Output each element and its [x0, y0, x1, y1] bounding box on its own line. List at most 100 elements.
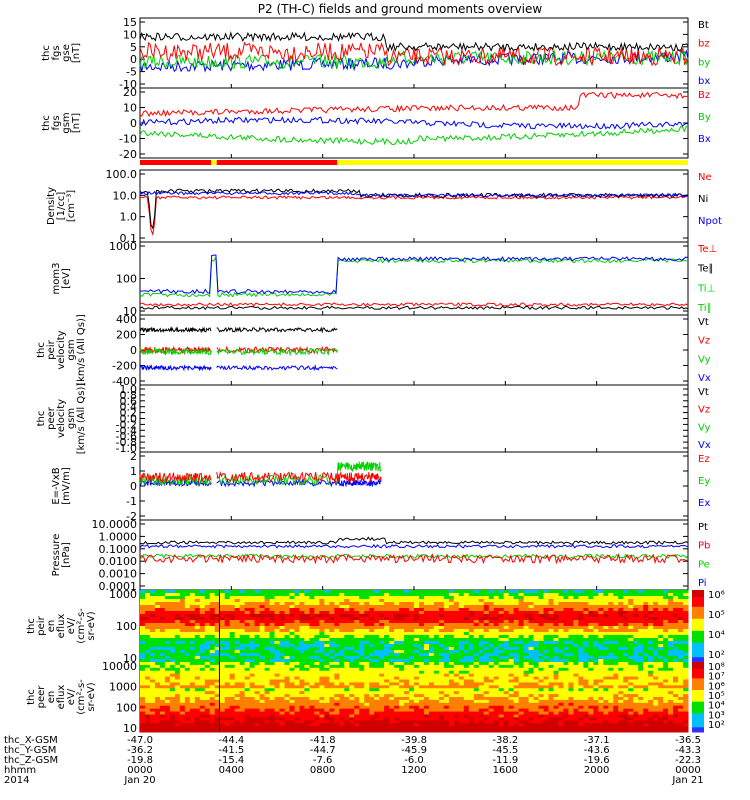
peir-spec-cell	[349, 608, 355, 612]
peer-spec-cell	[483, 679, 490, 683]
peir-spec-cell	[483, 602, 490, 606]
peer-spec-cell	[648, 676, 654, 680]
peer-spec-cell	[404, 682, 410, 686]
peir-spec-cell	[463, 599, 470, 603]
peer-spec-cell	[159, 670, 166, 675]
peir-spec-cell	[608, 602, 614, 606]
peer-spec-cell	[264, 708, 271, 713]
peir-spec-cell	[289, 593, 295, 597]
peir-spec-cell	[538, 620, 545, 624]
peer-spec-cell	[374, 694, 380, 698]
peir-spec-cell	[389, 656, 395, 660]
peir-spec-cell	[648, 602, 654, 606]
peer-spec-cell	[329, 676, 335, 680]
peir-spec-cell	[344, 653, 350, 657]
peer-spec-cell	[643, 679, 649, 683]
peer-spec-cell	[573, 670, 579, 675]
peer-spec-cell	[548, 699, 554, 704]
peir-spec-cell	[224, 659, 231, 663]
peir-spec-cell	[319, 605, 325, 609]
peer-spec-cell	[598, 705, 604, 710]
peer-spec-cell	[284, 673, 290, 678]
peer-spec-cell	[453, 711, 460, 715]
peir-spec-cell	[528, 593, 535, 597]
peir-spec-cell	[603, 629, 609, 633]
peir-spec-cell	[384, 635, 390, 639]
peer-spec-cell	[344, 670, 350, 675]
peir-spec-cell	[648, 608, 654, 612]
peer-spec-cell	[583, 676, 589, 680]
peir-spec-cell	[404, 599, 410, 603]
peir-spec-cell	[428, 590, 435, 594]
peir-spec-cell	[394, 629, 400, 633]
peer-spec-cell	[219, 673, 226, 678]
peer-spec-cell	[633, 676, 639, 680]
peer-spec-cell	[204, 662, 211, 666]
peir-spec-cell	[234, 602, 241, 606]
peer-spec-cell	[633, 667, 639, 672]
peer-spec-cell	[369, 691, 375, 695]
peer-spec-cell	[284, 702, 290, 707]
peer-spec-cell	[404, 702, 410, 707]
peer-spec-cell	[583, 664, 589, 669]
peir-spec-cell	[359, 620, 365, 624]
peir-spec-cell	[433, 644, 440, 648]
peir-spec-cell	[249, 644, 256, 648]
peer-spec-cell	[199, 667, 206, 672]
peir-spec-cell	[458, 614, 465, 618]
peer-spec-cell	[269, 685, 276, 689]
peer-spec-cell	[179, 708, 186, 713]
peir-spec-cell	[199, 620, 206, 624]
peer-spec-cell	[339, 670, 345, 675]
peer-spec-cell	[324, 679, 330, 683]
peer-spec-cell	[528, 662, 535, 666]
peer-spec-cell	[563, 662, 569, 666]
peir-spec-cell	[249, 626, 256, 630]
peer-spec-cell	[149, 714, 156, 718]
peer-spec-cell	[389, 673, 395, 678]
peer-spec-cell	[279, 699, 285, 704]
peir-spec-cell	[638, 605, 644, 609]
peer-spec-cell	[224, 711, 231, 715]
peer-spec-cell	[533, 699, 540, 704]
peer-spec-cell	[269, 667, 276, 672]
peir-spec-cell	[433, 614, 440, 618]
peir-spec-cell	[668, 590, 674, 594]
peir-spec-cell	[453, 614, 460, 618]
peir-spec-cell	[229, 602, 236, 606]
peer-spec-cell	[478, 705, 485, 710]
peir-spec-cell	[384, 653, 390, 657]
efield-legend-Ez: Ez	[698, 454, 710, 465]
peer-spec-cell	[369, 705, 375, 710]
peir-spec-cell	[269, 596, 276, 600]
peir-vel-ytick-label: -200	[112, 360, 137, 373]
peir-spec-cell	[588, 653, 594, 657]
peir-spec-cell	[254, 620, 261, 624]
peir-spec-cell	[144, 605, 151, 609]
peer-spec-cell	[219, 667, 226, 672]
peer-spec-cell	[369, 664, 375, 669]
peir-spec-cell	[234, 599, 241, 603]
peer-spec-cell	[209, 699, 216, 704]
peir-spec-cell	[448, 611, 455, 615]
peir-spec-cell	[409, 644, 415, 648]
peir-spec-cell	[199, 599, 206, 603]
peir-spec-cell	[274, 596, 280, 600]
peer-spec-cell	[274, 711, 280, 715]
peer-spec-cell	[384, 667, 390, 672]
peir-spec-cell	[508, 641, 515, 645]
peir-spec-cell	[438, 590, 445, 594]
peir-spec-cell	[473, 623, 480, 627]
peir-spec-cell	[364, 608, 370, 612]
peir-spec-cell	[613, 653, 619, 657]
peir-spec-cell	[144, 656, 151, 660]
peir-spec-cell	[603, 659, 609, 663]
peer-spec-cell	[319, 676, 325, 680]
peir-spec-cell	[344, 632, 350, 636]
peir-spec-cell	[289, 611, 295, 615]
peir-spec-cell	[239, 602, 246, 606]
peer-spec-cell	[498, 702, 505, 707]
peer-spec-cell	[244, 662, 251, 666]
peir-spec-cell	[473, 647, 480, 651]
fgs-gsm-series-Bz	[139, 91, 689, 118]
